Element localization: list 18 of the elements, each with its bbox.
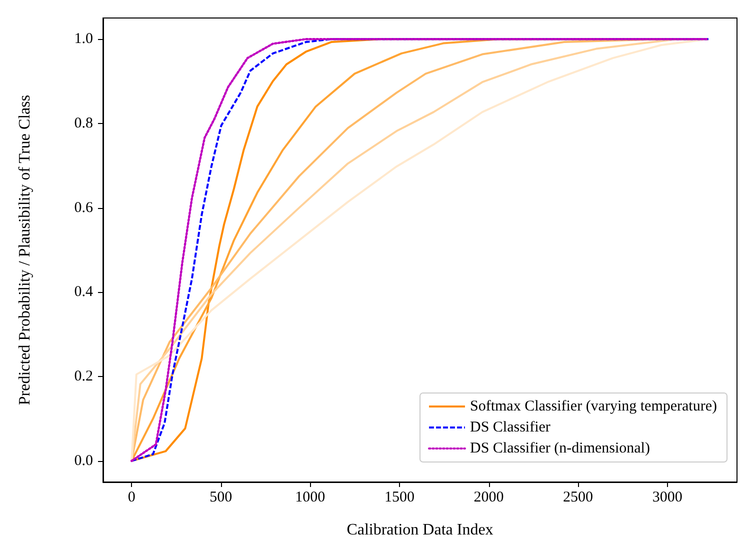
y-tick-label: 0.4 [74, 284, 94, 300]
y-tick-label: 1.0 [74, 31, 93, 48]
x-tick-label: 500 [210, 490, 232, 506]
y-tick-label: 0.0 [74, 452, 93, 469]
x-tick-label: 2000 [474, 490, 504, 506]
y-axis-title: Predicted Probability / Plausibility of True Class [16, 94, 34, 406]
y-tick-label: 0.8 [74, 115, 93, 132]
legend-label: Softmax Classifier (varying temperature) [470, 398, 718, 414]
legend-label: DS Classifier [470, 420, 550, 436]
legend-label: DS Classifier (n-dimensional) [470, 440, 650, 456]
y-tick-label: 0.6 [74, 200, 94, 216]
y-tick-label: 0.2 [74, 368, 93, 385]
x-tick-label: 1500 [384, 490, 414, 506]
x-tick-label: 2500 [563, 490, 594, 506]
x-tick-label: 1000 [295, 490, 326, 506]
x-tick-label: 3000 [652, 490, 682, 506]
x-axis-title: Calibration Data Index [346, 522, 494, 538]
x-tick-label: 0 [128, 490, 136, 506]
